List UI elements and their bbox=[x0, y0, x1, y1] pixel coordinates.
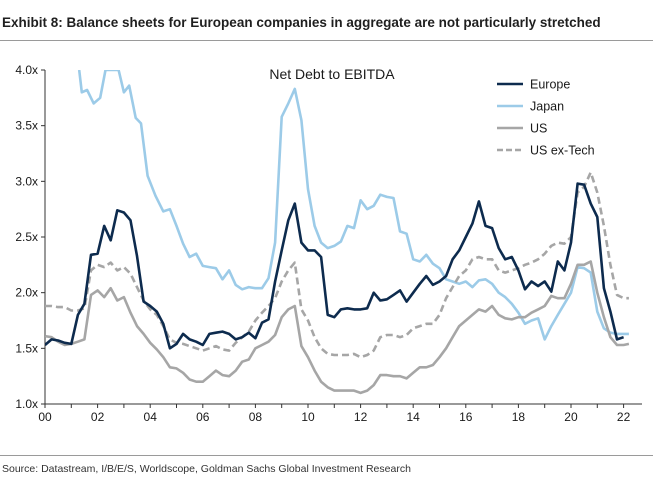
x-tick-label: 04 bbox=[144, 410, 158, 424]
x-tick-label: 02 bbox=[91, 410, 105, 424]
y-tick-label: 1.0x bbox=[15, 397, 38, 411]
exhibit-title: Exhibit 8: Balance sheets for European c… bbox=[2, 15, 601, 30]
legend-label: Europe bbox=[530, 78, 570, 92]
x-tick-label: 18 bbox=[512, 410, 526, 424]
source-note: Source: Datastream, I/B/E/S, Worldscope,… bbox=[2, 463, 411, 475]
x-tick-label: 06 bbox=[196, 410, 210, 424]
y-tick-label: 2.5x bbox=[15, 230, 38, 244]
y-tick-label: 3.0x bbox=[15, 174, 38, 188]
chart: 1.0x 1.5x 2.0x 2.5x 3.0x 3.5x 4.0x 00 02 04 06 08 10… bbox=[15, 63, 642, 424]
x-tick-label: 20 bbox=[564, 410, 578, 424]
y-tick-label: 2.0x bbox=[15, 286, 38, 300]
x-tick-label: 12 bbox=[354, 410, 368, 424]
legend-label: US bbox=[530, 122, 547, 136]
x-tick-label: 14 bbox=[407, 410, 421, 424]
y-tick-label: 3.5x bbox=[15, 119, 38, 133]
x-tick-label: 10 bbox=[301, 410, 315, 424]
series-line-japan bbox=[77, 70, 629, 341]
bottom-rule bbox=[0, 455, 653, 456]
y-tick-label: 1.5x bbox=[15, 341, 38, 355]
top-rule bbox=[0, 40, 653, 41]
legend-label: Japan bbox=[530, 100, 564, 114]
legend-label: US ex-Tech bbox=[530, 144, 595, 158]
legend: Europe Japan US US ex-Tech bbox=[497, 78, 595, 158]
y-tick-label: 4.0x bbox=[15, 63, 38, 77]
x-tick-label: 00 bbox=[38, 410, 52, 424]
series-line-us bbox=[45, 260, 630, 395]
x-tick-label: 16 bbox=[459, 410, 473, 424]
x-tick-label: 22 bbox=[617, 410, 631, 424]
x-tick-label: 08 bbox=[249, 410, 263, 424]
axes: 1.0x 1.5x 2.0x 2.5x 3.0x 3.5x 4.0x 00 02 04 06 08 10… bbox=[15, 63, 642, 424]
series-layer bbox=[45, 70, 630, 395]
series-line-europe bbox=[45, 182, 625, 350]
chart-title: Net Debt to EBITDA bbox=[269, 66, 395, 82]
